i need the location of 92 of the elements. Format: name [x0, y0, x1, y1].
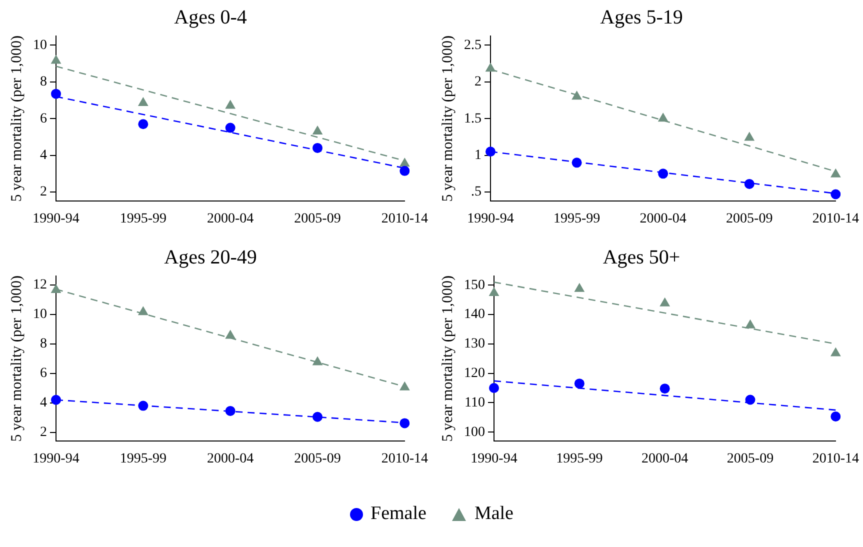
point [312, 412, 322, 422]
point [745, 394, 756, 405]
y-tick-label: 10 [33, 38, 47, 53]
point [399, 158, 410, 167]
x-tick-label: 2005-09 [726, 451, 774, 466]
point [830, 168, 841, 178]
point [312, 356, 323, 366]
y-tick-label: 150 [464, 278, 485, 293]
point [312, 142, 322, 153]
point [51, 394, 61, 405]
chart-title: Ages 20-49 [164, 246, 257, 268]
y-tick-label: 2 [40, 425, 47, 440]
x-tick-label: 2000-04 [207, 211, 254, 226]
point [485, 62, 496, 72]
point [400, 418, 410, 428]
point [486, 146, 496, 157]
point [744, 132, 755, 141]
point [312, 125, 323, 134]
y-tick-label: 140 [464, 307, 485, 322]
x-tick-label: 2010-14 [812, 451, 860, 466]
point [572, 158, 582, 168]
y-tick-label: 1.5 [464, 111, 482, 126]
y-tick-label: .5 [471, 184, 482, 200]
y-axis-title: 5 year mortality (per 1,000) [8, 36, 25, 202]
x-tick-label: 1995-99 [120, 211, 167, 226]
x-tick-label: 1990-94 [32, 451, 80, 466]
y-tick-label: 120 [464, 366, 485, 381]
point [225, 122, 236, 133]
point [225, 330, 236, 339]
x-tick-label: 1990-94 [467, 211, 514, 226]
x-tick-label: 2005-09 [294, 211, 341, 226]
y-tick-label: 12 [33, 278, 47, 293]
point [660, 297, 670, 306]
point [572, 90, 582, 100]
legend-label: Male [474, 503, 514, 525]
point [744, 178, 754, 189]
y-tick-label: 130 [464, 336, 485, 352]
y-tick-label: 10 [33, 307, 47, 322]
chart-title: Ages 0-4 [174, 6, 247, 28]
point [830, 189, 841, 200]
y-tick-label: 4 [40, 148, 47, 163]
point [400, 166, 410, 176]
chart-title: Ages 50+ [602, 246, 680, 268]
point [138, 97, 148, 106]
point [658, 112, 668, 122]
x-tick-label: 1990-94 [470, 451, 518, 466]
y-tick-label: 2 [474, 74, 482, 90]
x-tick-label: 1990-94 [32, 211, 80, 226]
point [489, 382, 499, 393]
point [138, 119, 148, 130]
point [488, 287, 500, 296]
y-tick-label: 2.5 [464, 38, 482, 53]
y-tick-label: 1 [474, 148, 482, 163]
point [830, 347, 841, 356]
point [574, 282, 585, 292]
point [745, 319, 756, 328]
point [660, 384, 670, 394]
y-axis-title: 5 year mortality (per 1,000) [440, 276, 456, 442]
point [51, 88, 61, 99]
x-tick-label: 2000-04 [207, 451, 254, 466]
y-tick-label: 100 [464, 424, 485, 440]
x-tick-label: 2000-04 [642, 451, 688, 466]
y-tick-label: 8 [40, 336, 47, 352]
point [50, 54, 62, 64]
y-tick-label: 110 [464, 395, 485, 410]
point [225, 406, 236, 416]
point [399, 381, 410, 390]
x-tick-label: 2000-04 [640, 211, 686, 226]
y-axis-title: 5 year mortality (per 1,000) [440, 36, 456, 202]
point [574, 378, 584, 389]
x-tick-label: 2010-14 [381, 211, 428, 226]
x-tick-label: 1995-99 [120, 451, 167, 466]
x-tick-label: 1995-99 [556, 451, 603, 466]
x-tick-label: 2010-14 [381, 451, 428, 466]
point [830, 412, 841, 422]
y-tick-label: 8 [40, 74, 47, 90]
y-tick-label: 6 [40, 111, 47, 126]
x-tick-label: 2005-09 [294, 451, 341, 466]
point [138, 400, 148, 411]
y-tick-label: 4 [40, 396, 47, 411]
point [138, 306, 148, 316]
chart-title: Ages 5-19 [600, 6, 683, 28]
point [658, 168, 668, 179]
point [225, 100, 236, 109]
y-tick-label: 2 [40, 184, 47, 200]
x-tick-label: 2010-14 [812, 211, 860, 226]
legend-label: Female [370, 503, 426, 525]
y-tick-label: 6 [40, 366, 47, 382]
y-axis-title: 5 year mortality (per 1,000) [8, 276, 25, 442]
x-tick-label: 2005-09 [726, 211, 773, 226]
x-tick-label: 1995-99 [553, 211, 600, 226]
point [50, 284, 62, 294]
